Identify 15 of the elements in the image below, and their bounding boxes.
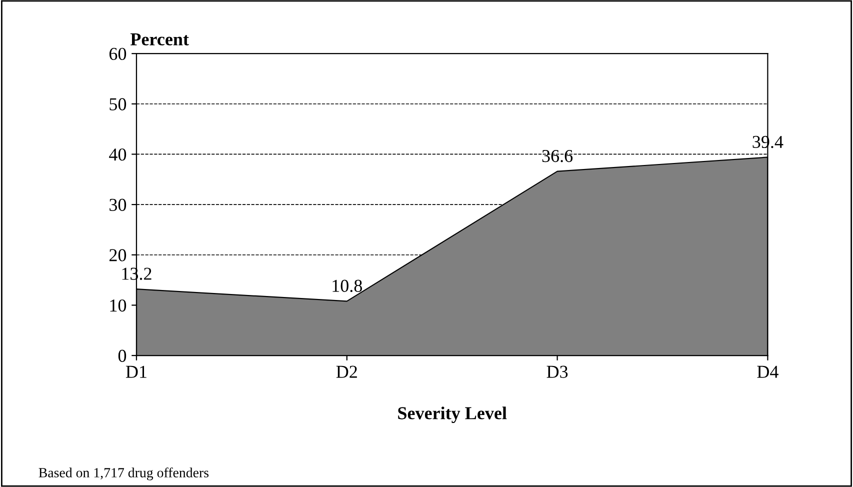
text: Based on 1,717 drug offenders [38, 467, 209, 480]
data-label: 10.8 [332, 280, 362, 292]
y-tick-label: 60 [109, 48, 126, 60]
y-tick-label: 0 [118, 350, 126, 362]
y-tick-label: 20 [109, 249, 126, 262]
x-tick-label: D4 [757, 366, 778, 378]
y-tick-label: 10 [110, 299, 126, 312]
y-axis-title: Percent [130, 33, 189, 46]
x-tick-label: D1 [126, 366, 146, 378]
y-tick-label: 40 [109, 148, 126, 161]
x-tick-label: D2 [336, 366, 357, 378]
x-axis-title: Severity Level [398, 406, 507, 424]
y-tick-label: 50 [110, 98, 126, 110]
y-tick-label: 30 [110, 198, 126, 211]
x-tick-label: D3 [546, 366, 568, 378]
